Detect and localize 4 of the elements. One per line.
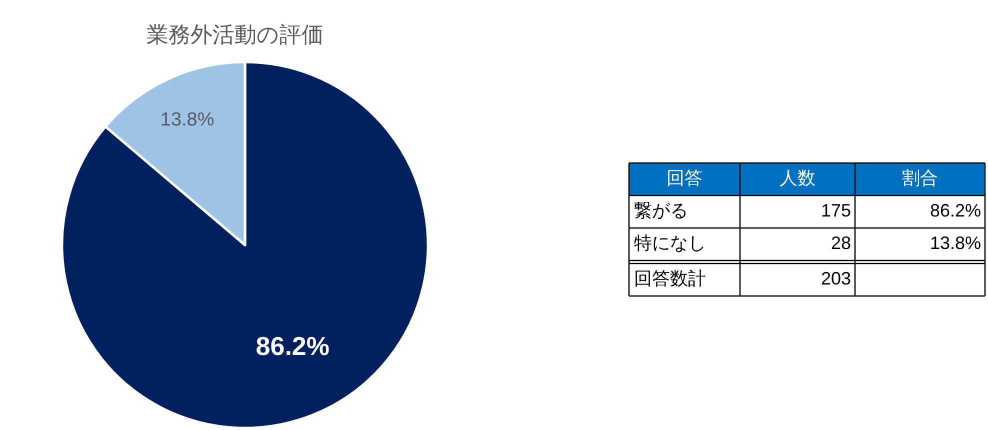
table: 回答 人数 割合 繋がる 175 86.2% 特になし 28 13.8% 回答数計 203 bbox=[628, 162, 986, 297]
data-label: 13.8% bbox=[160, 109, 214, 130]
chart-title: 業務外活動の評価 bbox=[146, 22, 324, 47]
data-label: 86.2% bbox=[256, 330, 330, 361]
